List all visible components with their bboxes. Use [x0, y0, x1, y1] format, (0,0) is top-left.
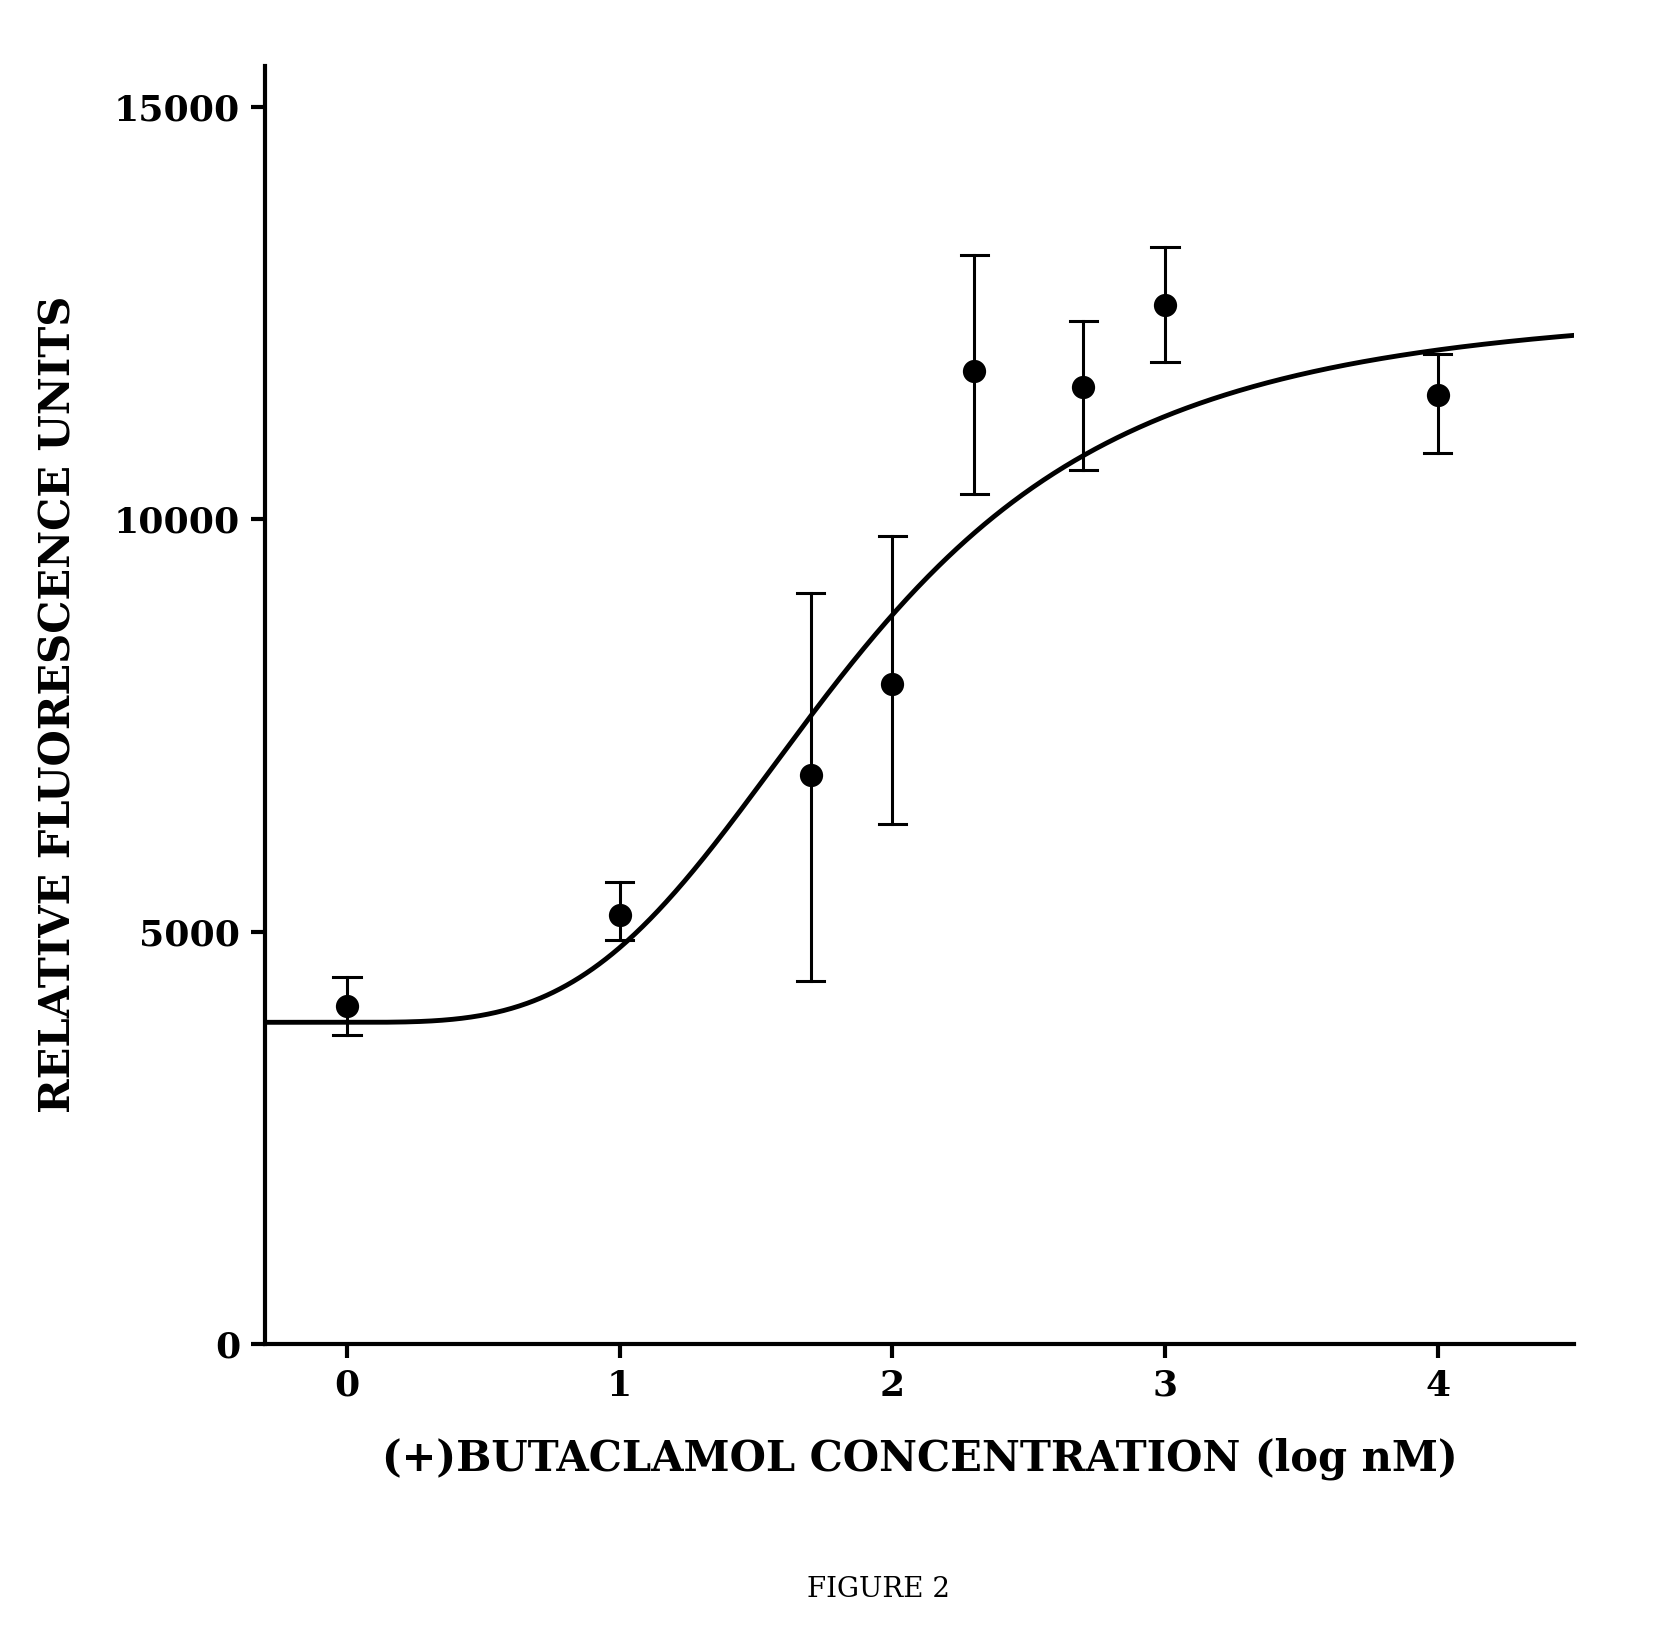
Point [880, 670, 906, 697]
Point [1070, 374, 1097, 400]
Point [606, 901, 633, 928]
Point [797, 762, 824, 788]
X-axis label: (+)BUTACLAMOL CONCENTRATION (log nM): (+)BUTACLAMOL CONCENTRATION (log nM) [381, 1437, 1458, 1480]
Y-axis label: RELATIVE FLUORESCENCE UNITS: RELATIVE FLUORESCENCE UNITS [36, 297, 80, 1113]
Text: FIGURE 2: FIGURE 2 [807, 1577, 949, 1603]
Point [1425, 382, 1452, 408]
Point [333, 993, 360, 1019]
Point [1152, 292, 1178, 318]
Point [961, 357, 988, 384]
